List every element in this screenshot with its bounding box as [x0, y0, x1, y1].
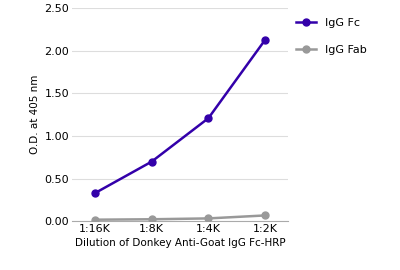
- Y-axis label: O.D. at 405 nm: O.D. at 405 nm: [30, 75, 40, 154]
- Line: IgG Fab: IgG Fab: [91, 212, 269, 223]
- Legend: IgG Fc, IgG Fab: IgG Fc, IgG Fab: [296, 18, 366, 55]
- IgG Fab: [206, 217, 211, 220]
- Line: IgG Fc: IgG Fc: [91, 36, 269, 197]
- IgG Fab: [263, 214, 268, 217]
- IgG Fab: [149, 218, 154, 221]
- IgG Fc: [92, 192, 97, 195]
- IgG Fc: [206, 117, 211, 120]
- IgG Fab: [92, 218, 97, 221]
- X-axis label: Dilution of Donkey Anti-Goat IgG Fc-HRP: Dilution of Donkey Anti-Goat IgG Fc-HRP: [75, 238, 285, 248]
- IgG Fc: [263, 38, 268, 41]
- IgG Fc: [149, 160, 154, 163]
